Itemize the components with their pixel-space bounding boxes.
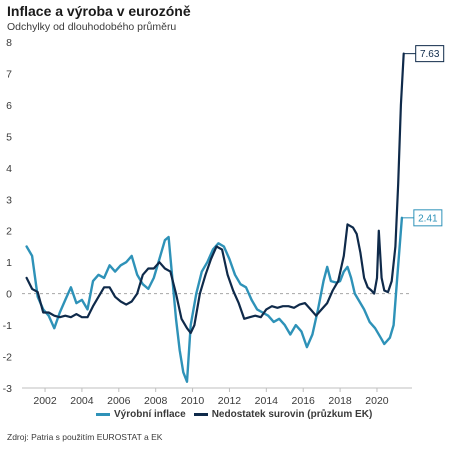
x-tick-label: 2018 bbox=[328, 395, 352, 407]
series-line-0 bbox=[25, 216, 404, 383]
y-tick-label: 3 bbox=[6, 194, 12, 206]
callout-value: 7.63 bbox=[420, 49, 440, 60]
x-tick-label: 2016 bbox=[292, 395, 316, 407]
legend-item-nedostatek-surovin: Nedostatek surovin (průzkum EK) bbox=[193, 409, 373, 420]
callout-box bbox=[413, 209, 443, 227]
chart-subtitle: Odchylky od dlouhodobého průměru bbox=[7, 21, 177, 33]
x-tick-label: 2008 bbox=[144, 395, 168, 407]
y-tick-label: 6 bbox=[6, 100, 12, 112]
callout-value: 2.41 bbox=[418, 213, 438, 224]
source-note: Zdroj: Patria s použitím EUROSTAT a EK bbox=[7, 432, 163, 442]
x-tick-label: 2012 bbox=[218, 395, 242, 407]
chart-title: Inflace a výroba v eurozóně bbox=[7, 3, 191, 19]
legend-swatch-vyrobni-inflace bbox=[96, 413, 110, 416]
legend-label-vyrobni-inflace: Výrobní inflace bbox=[114, 409, 186, 420]
legend-label-nedostatek-surovin: Nedostatek surovin (průzkum EK) bbox=[211, 409, 373, 420]
x-axis: 2002 2004 2006 2008 2010 2012 2014 2016 2018 2020 bbox=[22, 387, 412, 407]
y-axis: -3 -2 -1 0 1 2 3 4 5 6 7 8 bbox=[3, 37, 13, 395]
legend: Výrobní inflace Nedostatek surovin (průz… bbox=[96, 409, 372, 420]
x-tick-label: 2020 bbox=[365, 395, 389, 407]
legend-swatch-nedostatek-surovin bbox=[193, 413, 208, 416]
y-tick-label: 8 bbox=[6, 37, 12, 49]
x-tick-label: 2010 bbox=[181, 395, 205, 407]
callout-box bbox=[415, 45, 445, 63]
x-tick-label: 2004 bbox=[70, 395, 94, 407]
y-tick-label: -1 bbox=[3, 320, 12, 332]
series-line-1 bbox=[25, 52, 405, 335]
y-tick-label: 1 bbox=[6, 257, 12, 269]
x-tick-label: 2014 bbox=[255, 395, 279, 407]
x-tick-label: 2006 bbox=[107, 395, 131, 407]
legend-item-vyrobni-inflace: Výrobní inflace bbox=[96, 409, 186, 420]
y-tick-label: -2 bbox=[3, 352, 12, 364]
y-tick-label: 7 bbox=[6, 68, 12, 80]
y-tick-label: 0 bbox=[6, 289, 12, 301]
y-tick-label: 2 bbox=[6, 226, 12, 238]
y-tick-label: 5 bbox=[6, 131, 12, 143]
y-tick-label: 4 bbox=[6, 163, 12, 175]
end-value-callouts: 2.41 7.63 bbox=[401, 45, 445, 227]
x-tick-label: 2002 bbox=[33, 395, 57, 407]
series-lines bbox=[25, 52, 405, 383]
y-tick-label: -3 bbox=[3, 383, 12, 395]
